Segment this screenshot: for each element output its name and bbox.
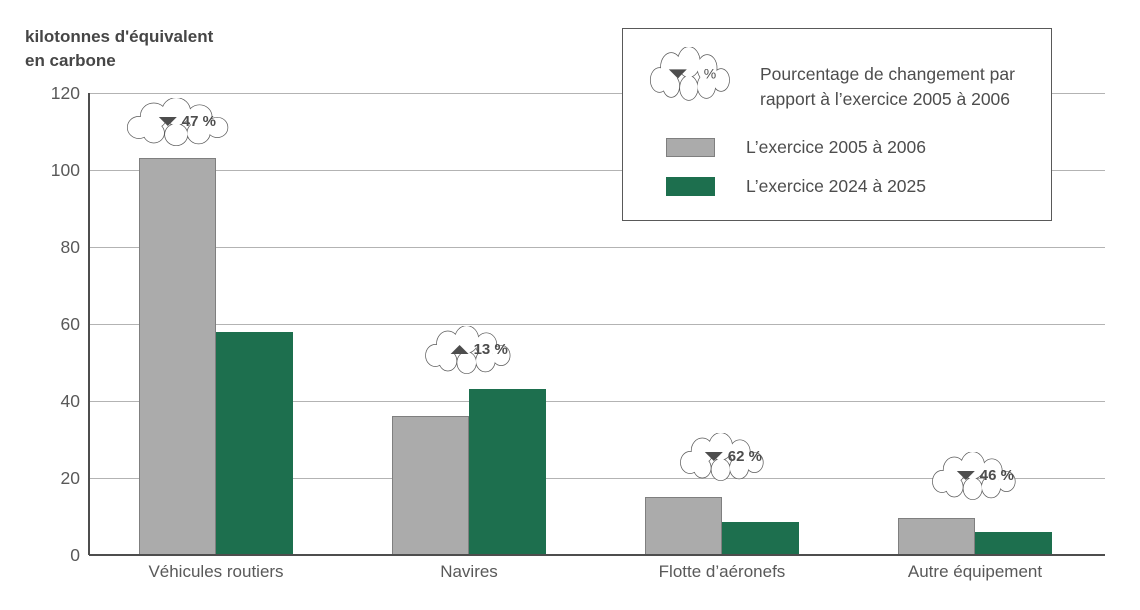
legend-label-2024-2025: L’exercice 2024 à 2025: [746, 176, 926, 196]
y-tick-label-20: 20: [60, 468, 80, 488]
x-category-label-4: Autre équipement: [907, 562, 1043, 581]
gridline-80: [89, 247, 1105, 248]
bar-series2-1: [216, 331, 293, 555]
gridline-60: [89, 324, 1105, 325]
y-tick-label-120: 120: [50, 83, 80, 103]
y-tick-label-0: 0: [70, 545, 80, 565]
legend-note-line-2: rapport à l’exercice 2005 à 2006: [760, 89, 1011, 109]
legend-swatch-2024-2025: [666, 177, 715, 196]
cloud-icon-1: 47 %: [126, 97, 229, 147]
legend-swatch-2005-2006: [666, 138, 715, 157]
cloud-percentage-text: 46 %: [980, 467, 1014, 484]
cloud-icon-3: 62 %: [680, 432, 764, 482]
decrease-arrow-icon: [668, 69, 687, 79]
bar-series1-4: [898, 518, 975, 555]
annotation-cloud-1: 47 %: [123, 97, 235, 153]
cloud-icon-2: 13 %: [425, 325, 511, 375]
y-axis-title: kilotonnes d'équivalent en carbone: [25, 25, 213, 73]
y-tick-label-100: 100: [50, 160, 80, 180]
decrease-arrow-icon: [956, 471, 975, 480]
percent-change-cloud-icon: %: [647, 46, 735, 108]
legend-note: Pourcentage de changement par rapport à …: [760, 62, 1015, 112]
gridline-120: [89, 93, 1105, 94]
annotation-cloud-3: 62 %: [677, 432, 769, 488]
x-category-label-2: Navires: [440, 562, 498, 581]
bar-series1-2: [392, 416, 469, 555]
legend-label-2005-2006: L’exercice 2005 à 2006: [746, 137, 926, 157]
y-axis-title-line-2: en carbone: [25, 51, 116, 70]
gridline-40: [89, 401, 1105, 402]
x-axis-line: [89, 554, 1105, 556]
legend-cloud-icon: %: [649, 46, 730, 101]
y-axis-title-line-1: kilotonnes d'équivalent: [25, 27, 214, 46]
bar-series2-4: [975, 531, 1052, 555]
bar-series1-3: [645, 497, 722, 555]
cloud-percentage-text: 47 %: [182, 113, 216, 130]
bar-series2-3: [722, 522, 799, 555]
bar-series2-2: [469, 389, 546, 555]
cloud-percentage-text: %: [704, 65, 716, 81]
legend: % Pourcentage de changement par rapport …: [622, 28, 1052, 221]
cloud-percentage-text: 62 %: [728, 448, 762, 465]
annotation-cloud-2: 13 %: [422, 325, 516, 381]
cloud-percentage-text: 13 %: [474, 341, 508, 358]
gridline-20: [89, 478, 1105, 479]
decrease-arrow-icon: [158, 117, 177, 126]
y-tick-label-60: 60: [60, 314, 80, 334]
y-tick-label-80: 80: [60, 237, 80, 257]
y-tick-label-40: 40: [60, 391, 80, 411]
x-category-label-3: Flotte d’aéronefs: [658, 562, 786, 581]
annotation-cloud-4: 46 %: [929, 451, 1021, 507]
increase-arrow-icon: [450, 345, 469, 354]
legend-note-line-1: Pourcentage de changement par: [760, 64, 1015, 84]
decrease-arrow-icon: [704, 452, 723, 461]
gridline-100: [89, 170, 1105, 171]
bar-series1-1: [139, 158, 216, 555]
cloud-icon-4: 46 %: [932, 451, 1016, 501]
y-axis-line: [88, 93, 90, 555]
x-category-label-1: Véhicules routiers: [148, 562, 284, 581]
